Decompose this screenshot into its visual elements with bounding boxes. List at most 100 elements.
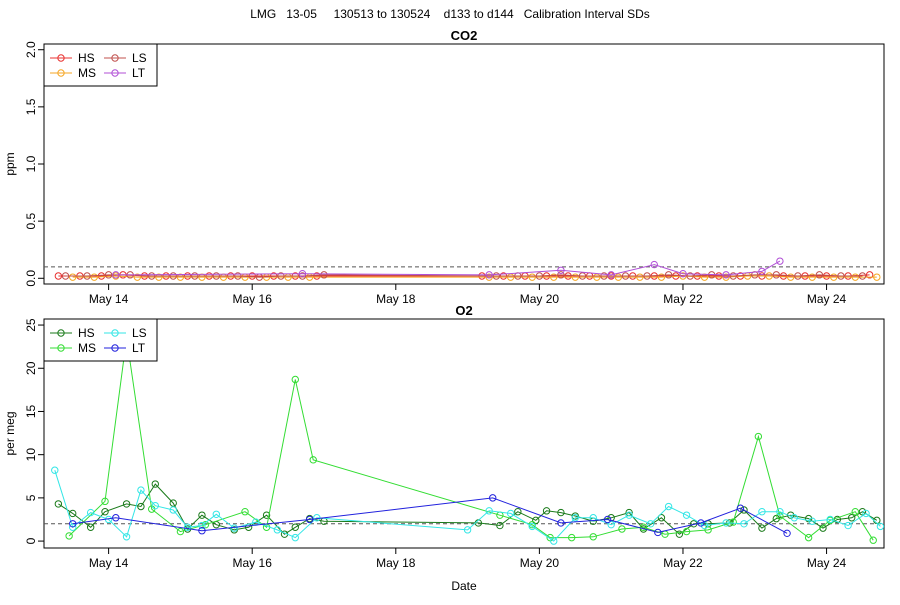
chart-0-data-point-ms (155, 273, 163, 281)
chart-0-data-point-lt (722, 271, 730, 279)
chart-0-data-point-ls (320, 271, 328, 279)
chart-0-data-point-ls (234, 272, 242, 280)
chart-0-series-line-ms (72, 275, 877, 278)
chart-1-data-point-hs (151, 480, 159, 488)
chart-1-data-point-hs (262, 511, 271, 519)
chart-1-data-point-lt (305, 515, 314, 524)
chart-1-data-point-ms (241, 508, 249, 516)
chart-0-series-line-ls (65, 274, 863, 278)
chart-0-data-point-ls (83, 272, 91, 280)
chart-1-y-tick-label: 15 (24, 404, 38, 418)
chart-1-data-point-hs (532, 516, 540, 525)
chart-1-data-point-ms (682, 527, 691, 536)
chart-1-y-tick-label: 20 (24, 361, 38, 375)
chart-1-data-point-ls (808, 517, 816, 525)
chart-1-data-point-ms (851, 508, 859, 516)
chart-0-data-point-hs (248, 272, 256, 280)
chart-0-data-point-hs (97, 272, 106, 280)
chart-0-y-tick-label: 2.0 (24, 41, 38, 58)
chart-0-data-point-ls (837, 272, 845, 280)
chart-1-x-tick-label: May 24 (807, 556, 847, 570)
chart-1-data-point-hs (542, 507, 551, 515)
chart-1-data-point-ls (528, 522, 536, 531)
chart-0-y-axis-label: ppm (3, 152, 17, 175)
chart-1-data-point-ls (506, 509, 515, 518)
chart-1-data-point-hs (607, 514, 615, 522)
chart-1-data-point-lt (489, 494, 497, 502)
chart-0-x-tick-label: May 16 (233, 292, 273, 306)
chart-main-title: LMG 13-05 130513 to 130524 d133 to d144 … (250, 7, 650, 21)
chart-1-data-point-ls (625, 511, 633, 519)
chart-0-data-point-ms (550, 273, 558, 281)
chart-1-data-point-ls (758, 508, 766, 516)
chart-1-data-point-hs (557, 508, 565, 517)
chart-1-data-point-ls (790, 514, 798, 522)
chart-1-y-tick-label: 10 (24, 448, 38, 462)
chart-1-x-tick-label: May 14 (89, 556, 129, 570)
chart-1-data-point-hs (122, 500, 131, 508)
chart-0-data-point-hs (313, 272, 321, 280)
chart-0-data-point-ms (614, 273, 623, 281)
chart-0-data-point-ls (492, 272, 501, 280)
chart-0-data-point-ls (729, 272, 737, 280)
chart-1-series-line-ls (54, 470, 881, 542)
chart-1-legend-marker (111, 329, 119, 337)
chart-0-data-point-hs (54, 272, 63, 280)
chart-1-data-point-hs (758, 524, 766, 532)
chart-1-data-point-ls (844, 521, 852, 530)
chart-0-data-point-lt (758, 267, 766, 276)
chart-1-x-tick-label: May 18 (376, 556, 416, 570)
chart-1-data-point-ls (122, 533, 131, 541)
chart-1-x-tick-label: May 20 (520, 556, 560, 570)
chart-0-data-point-lt (298, 270, 307, 278)
chart-0-data-point-ms (485, 273, 493, 281)
chart-1-data-point-ms (65, 532, 73, 540)
chart-0-data-point-ls (794, 272, 802, 280)
chart-1-data-point-ls (86, 508, 95, 517)
chart-1-data-point-ls (291, 533, 299, 542)
chart-0-data-point-ms (69, 273, 77, 281)
chart-0-data-point-ms (176, 273, 185, 281)
chart-0-data-point-ms (528, 273, 536, 281)
chart-1-title: O2 (455, 303, 472, 318)
chart-0-data-point-ls (643, 272, 651, 280)
chart-1-data-point-hs (833, 515, 842, 524)
chart-1-legend-marker (57, 329, 65, 337)
chart-1-data-point-hs (69, 509, 77, 518)
chart-0-data-point-lt (776, 257, 784, 265)
chart-0-data-point-lt (607, 271, 615, 279)
chart-0-y-tick-label: 0.5 (24, 212, 38, 229)
chart-1-legend-label: HS (78, 326, 95, 340)
chart-0-plot-frame (43, 43, 885, 285)
chart-0-data-point-hs (564, 272, 572, 280)
chart-1-data-point-lt (112, 514, 120, 522)
chart-0-data-point-ls (621, 272, 630, 280)
chart-0-series-lt (112, 257, 784, 279)
chart-0-data-point-ms (830, 273, 838, 281)
chart-1-y-tick-label: 0 (24, 537, 38, 544)
chart-1-data-point-ls (313, 514, 321, 522)
chart-1-data-point-hs (625, 508, 633, 517)
chart-1-data-point-lt (603, 515, 612, 524)
chart-1-data-point-lt (557, 519, 565, 527)
chart-1-data-point-ms (309, 456, 317, 464)
chart-0-data-point-hs (715, 272, 723, 280)
chart-0-series-line-lt (115, 260, 781, 276)
chart-0-data-point-ms (722, 273, 730, 281)
chart-1-legend-label: MS (78, 341, 96, 355)
chart-0-data-point-ms (786, 273, 795, 281)
chart-0-series-ms (69, 272, 881, 281)
chart-1-data-point-ls (137, 486, 145, 494)
chart-1-data-point-hs (858, 508, 867, 516)
chart-0-data-point-lt (650, 260, 658, 269)
chart-panel-co2: CO2 May 14 May 16 May 18 May 20 May 22 May 24 0… (3, 28, 885, 306)
chart-1-series-ls (51, 466, 885, 545)
chart-1-data-point-ls (607, 520, 615, 529)
chart-1-y-tick-label: 5 (24, 494, 38, 501)
chart-0-data-point-ls (169, 272, 177, 280)
chart-0-legend-label: HS (78, 51, 95, 65)
chart-0-data-point-ms (873, 273, 881, 281)
chart-1-data-point-ls (862, 509, 870, 518)
chart-1-data-point-ls (51, 466, 59, 474)
